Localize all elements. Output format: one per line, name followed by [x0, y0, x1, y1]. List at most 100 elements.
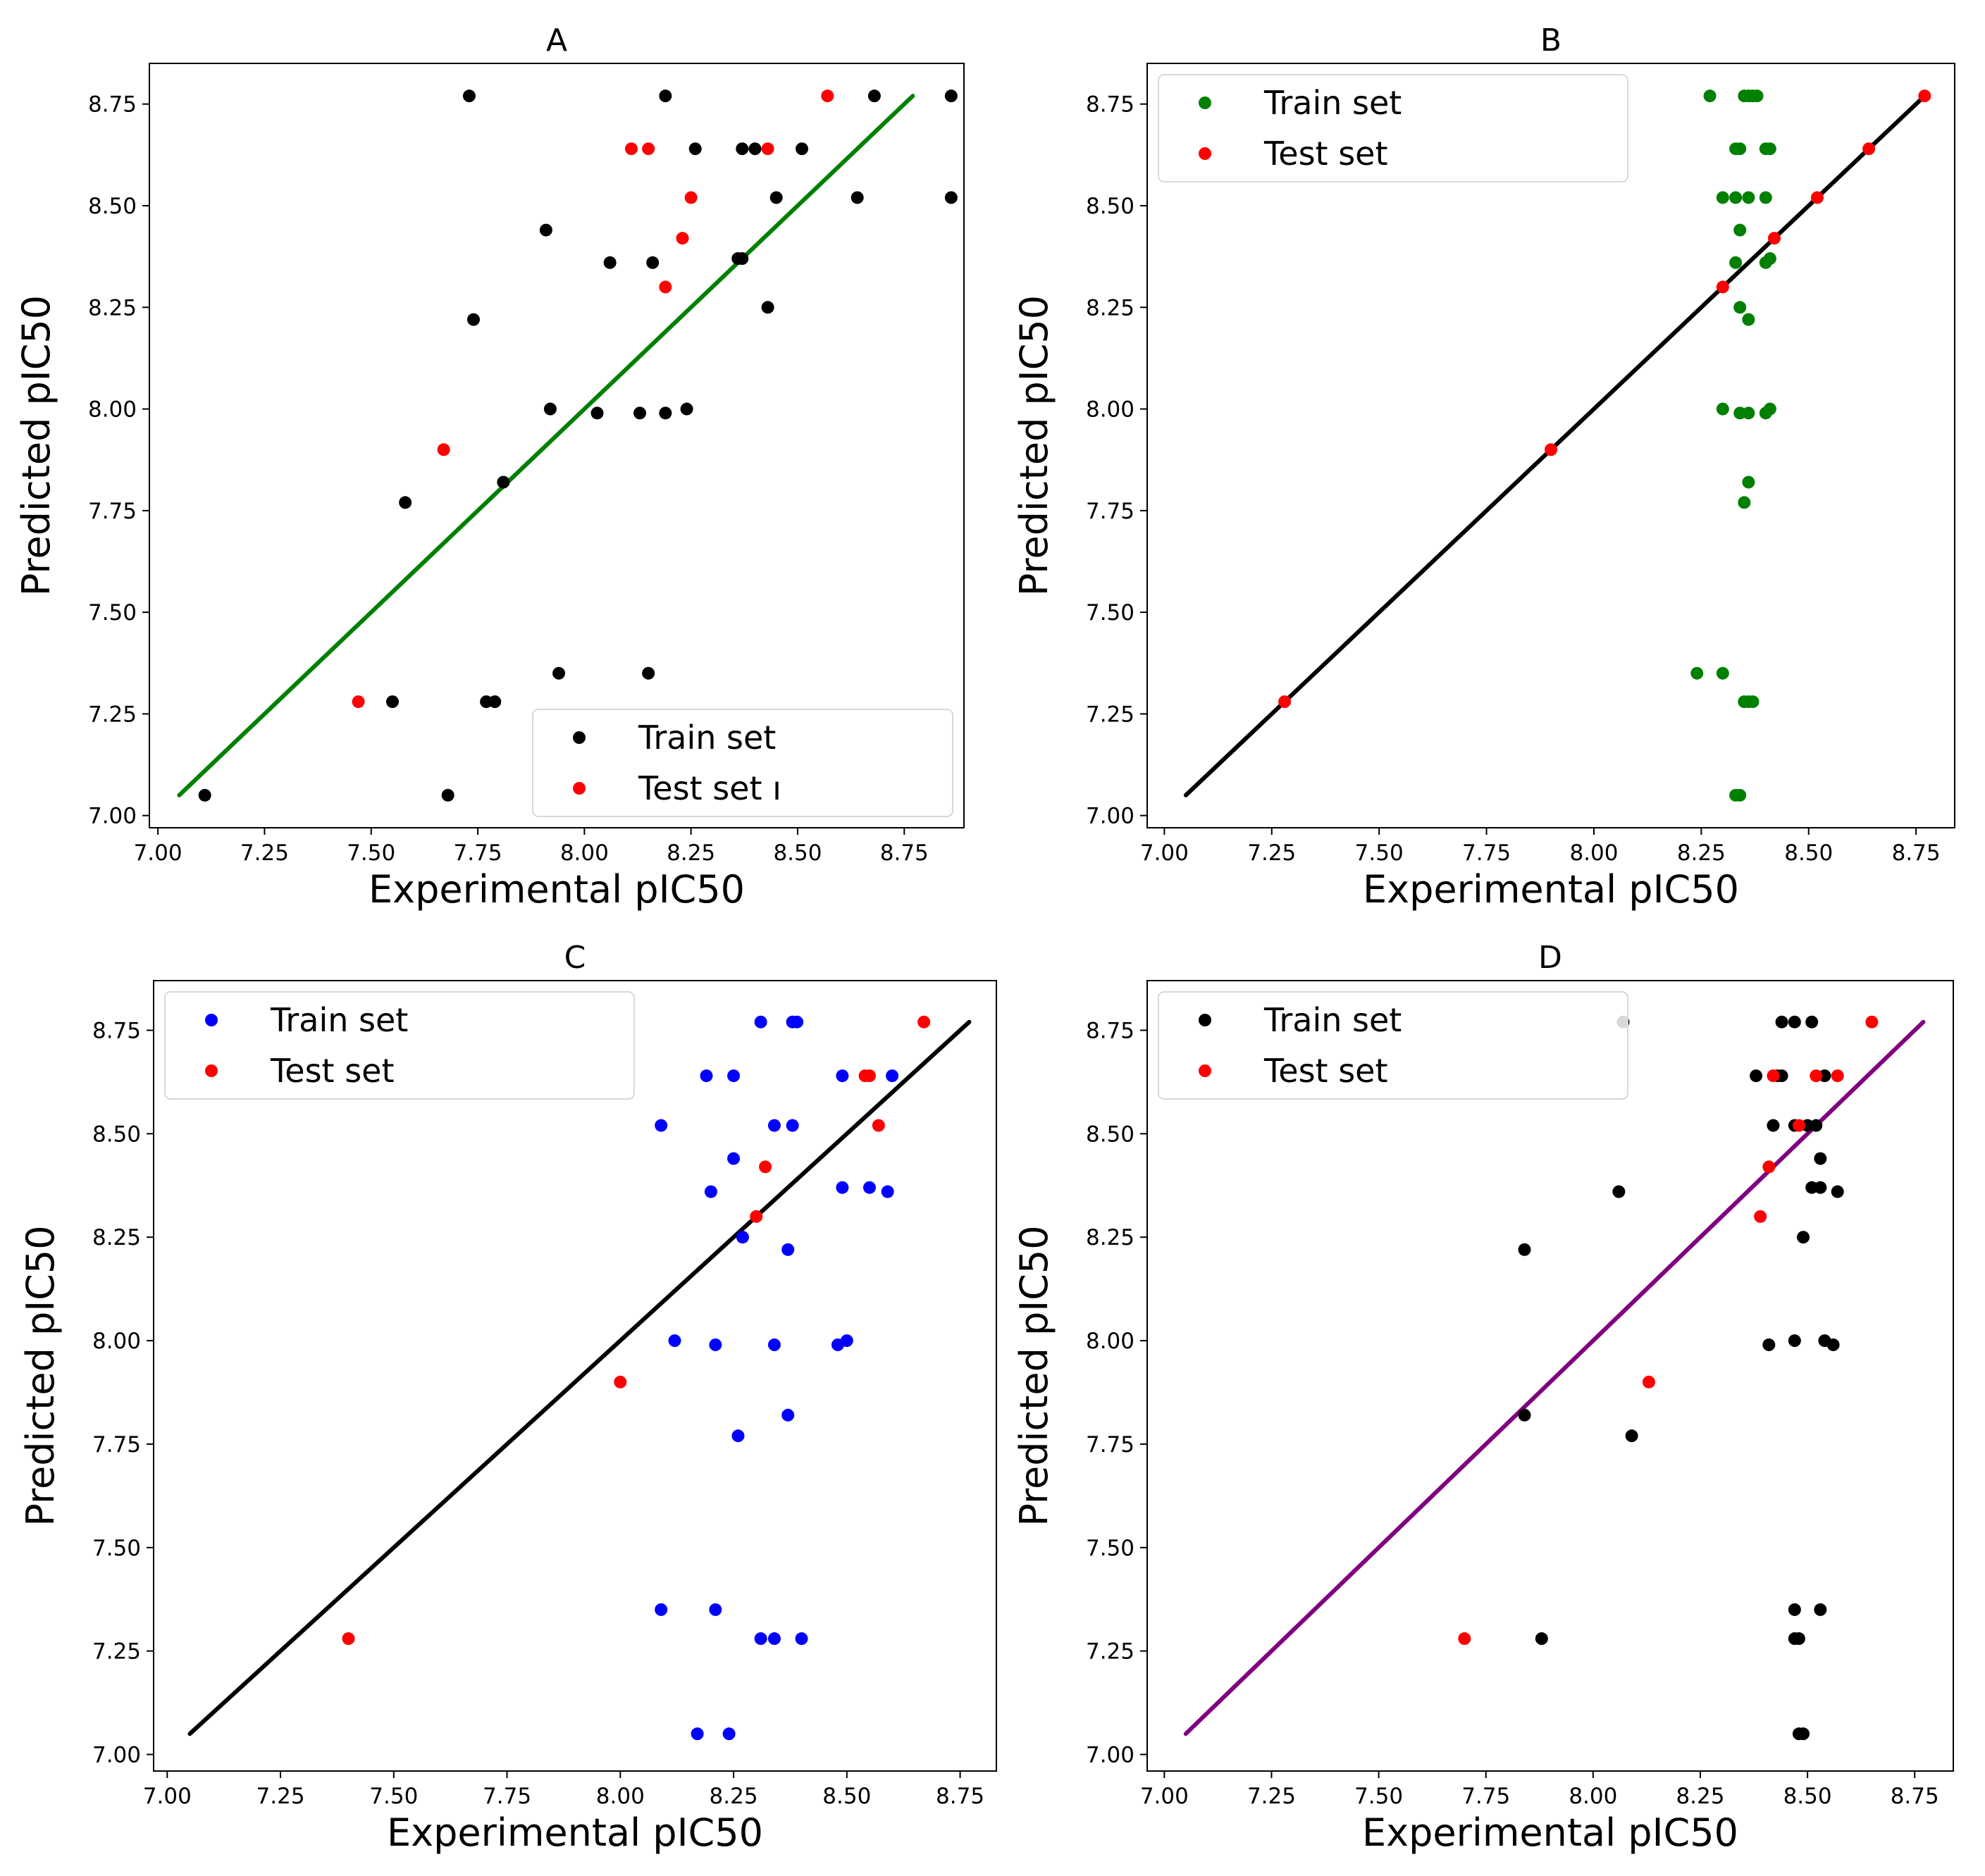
test-point — [1831, 1069, 1844, 1083]
y-tick-label: 7.75 — [1086, 1432, 1134, 1458]
y-tick-label: 8.50 — [92, 1122, 141, 1147]
subplot-b: 7.00 7.25 7.50 7.75 8.00 8.25 8.50 8.75 7.00 7.25… — [1012, 23, 1955, 912]
x-tick-label: 7.00 — [1140, 1784, 1189, 1809]
train-point — [680, 402, 693, 416]
train-point — [781, 1243, 795, 1256]
train-point — [1814, 1152, 1827, 1165]
train-point — [1733, 142, 1747, 156]
x-tick-label: 7.75 — [483, 1784, 531, 1809]
y-tick-label: 8.75 — [92, 1018, 141, 1043]
train-point — [1814, 1181, 1827, 1194]
legend-label: Test set — [1263, 1052, 1388, 1090]
test-point — [1754, 1210, 1767, 1223]
y-tick-label: 7.00 — [1086, 1743, 1134, 1768]
test-point — [862, 1069, 876, 1083]
y-axis-label: Predicted pIC50 — [1012, 295, 1056, 596]
train-point — [761, 301, 774, 314]
legend-label: Test set — [270, 1052, 395, 1090]
train-point — [1763, 402, 1776, 416]
legend-label: Train set — [1263, 1001, 1402, 1039]
y-tick-label: 8.00 — [1086, 397, 1134, 423]
x-tick-label: 7.50 — [347, 840, 395, 866]
x-tick-label: 8.50 — [1783, 1784, 1832, 1809]
x-tick-label: 7.00 — [1140, 840, 1189, 866]
test-point — [1767, 1069, 1780, 1083]
train-point — [1738, 496, 1751, 509]
train-point — [1729, 191, 1743, 204]
x-tick-label: 8.75 — [880, 840, 929, 866]
test-point — [342, 1632, 355, 1646]
train-point — [867, 89, 881, 103]
train-point — [1729, 256, 1743, 269]
axes-frame — [1146, 63, 1955, 828]
x-tick-label: 8.25 — [1677, 840, 1726, 866]
train-point — [836, 1181, 849, 1194]
train-point — [1750, 89, 1764, 103]
train-point — [754, 1632, 767, 1646]
train-point — [1775, 1015, 1788, 1029]
test-point — [1642, 1375, 1655, 1389]
legend-marker — [205, 1014, 218, 1026]
train-point — [1810, 1119, 1823, 1132]
legend-box — [1158, 74, 1628, 182]
series-test — [342, 1015, 931, 1646]
subplot-d: 7.00 7.25 7.50 7.75 8.00 8.25 8.50 8.75 7.00 7.25… — [1012, 940, 1954, 1855]
train-point — [767, 1338, 781, 1351]
x-tick-label: 8.50 — [773, 840, 822, 866]
fit-line — [177, 94, 915, 797]
train-point — [1742, 406, 1755, 420]
train-point — [1518, 1408, 1531, 1422]
train-point — [1788, 1015, 1801, 1029]
train-point — [462, 89, 476, 103]
test-point — [1716, 280, 1729, 294]
axes-frame — [153, 980, 997, 1772]
subplot-title: D — [1538, 940, 1562, 976]
test-point — [750, 1210, 763, 1223]
y-axis-label: Predicted pIC50 — [1012, 1225, 1056, 1526]
test-point — [821, 89, 834, 103]
train-point — [836, 1069, 849, 1083]
train-point — [1535, 1632, 1548, 1646]
train-point — [1797, 1231, 1810, 1244]
x-tick-label: 7.25 — [1247, 840, 1296, 866]
x-tick-label: 8.50 — [1784, 840, 1833, 866]
axes-frame — [149, 63, 965, 828]
x-tick-label: 7.50 — [369, 1784, 418, 1809]
train-point — [659, 89, 672, 103]
train-point — [642, 666, 655, 680]
train-point — [722, 1727, 736, 1741]
train-point — [944, 191, 958, 204]
y-tick-label: 8.00 — [88, 397, 137, 423]
series-test — [1278, 89, 1931, 709]
x-axis-label: Experimental pIC50 — [369, 867, 745, 912]
y-tick-label: 7.50 — [1086, 1536, 1134, 1561]
train-point — [603, 256, 617, 269]
train-point — [655, 1603, 668, 1616]
train-point — [1814, 1603, 1827, 1616]
subplot-c: 7.00 7.25 7.50 7.75 8.00 8.25 8.50 8.75 7.00 7.25… — [18, 940, 997, 1855]
subplot-title: C — [564, 940, 586, 976]
x-tick-label: 7.75 — [1461, 1784, 1510, 1809]
train-point — [659, 406, 672, 420]
y-tick-label: 8.25 — [88, 295, 137, 321]
train-point — [748, 142, 762, 156]
train-point — [1733, 788, 1747, 802]
x-tick-label: 7.00 — [143, 1784, 192, 1809]
x-tick-label: 8.75 — [1891, 1784, 1939, 1809]
y-axis-label: Predicted pIC50 — [14, 295, 58, 596]
train-point — [791, 1015, 804, 1029]
test-point — [1862, 142, 1876, 156]
train-point — [769, 191, 783, 204]
train-point — [727, 1152, 741, 1165]
train-point — [691, 1727, 704, 1741]
test-point — [1762, 1160, 1776, 1174]
y-tick-label: 7.75 — [88, 499, 137, 524]
train-point — [1750, 1069, 1763, 1083]
legend-label: Train set — [638, 719, 776, 757]
y-tick-label: 8.25 — [1086, 1225, 1134, 1250]
test-point — [1865, 1015, 1879, 1029]
x-axis-label: Experimental pIC50 — [1363, 867, 1739, 912]
x-tick-label: 8.00 — [1569, 840, 1618, 866]
x-tick-label: 7.50 — [1354, 1784, 1403, 1809]
test-point — [917, 1015, 931, 1029]
